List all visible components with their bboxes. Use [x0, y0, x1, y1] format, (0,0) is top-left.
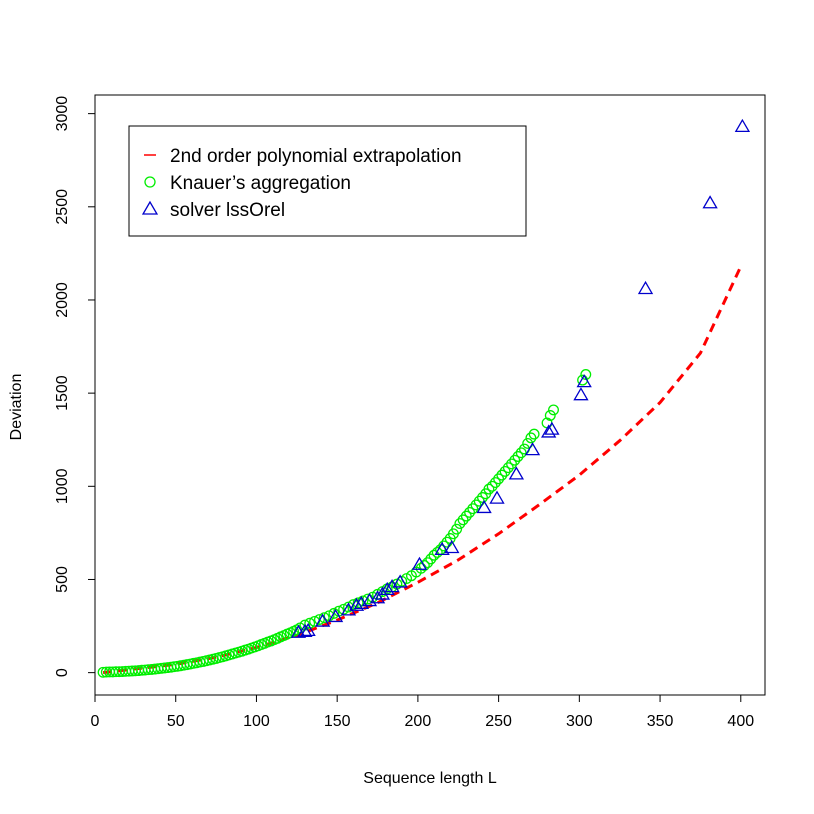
lssorel-point	[300, 622, 316, 637]
knauer-point	[457, 514, 469, 526]
y-tick-label: 1000	[54, 468, 71, 504]
knauer-point	[460, 510, 472, 522]
lssorel-point	[374, 586, 391, 600]
knauer-point	[352, 597, 364, 609]
legend-box	[128, 125, 527, 237]
knauer-point	[328, 607, 340, 619]
knauer-point	[512, 451, 524, 462]
x-tick-label: 400	[727, 713, 754, 730]
knauer-point	[496, 469, 508, 481]
knauer-point	[509, 454, 521, 466]
y-tick-label: 2500	[54, 189, 71, 225]
knauer-point	[467, 503, 479, 515]
lssorel-point	[444, 539, 460, 554]
lssorel-point	[369, 590, 386, 604]
knauer-point	[528, 428, 540, 440]
lssorel-point	[348, 597, 365, 611]
knauer-point	[515, 447, 527, 459]
knauer-point	[425, 553, 437, 565]
lssorel-point	[489, 490, 505, 504]
legend-label: solver lssOrel	[170, 200, 285, 221]
knauer-point	[318, 612, 330, 624]
lssorel-point	[297, 623, 313, 637]
knauer-point	[464, 506, 476, 518]
knauer-point	[493, 473, 505, 485]
lssorel-point	[544, 421, 560, 435]
knauer-point	[431, 547, 443, 558]
knauer-point	[489, 477, 501, 489]
y-tick-label: 3000	[54, 96, 71, 132]
knauer-point	[313, 614, 325, 625]
legend-label: Knauer’s aggregation	[170, 173, 351, 194]
legend-label: 2nd order polynomial extrapolation	[170, 146, 462, 167]
x-tick-label: 300	[566, 713, 593, 730]
lssorel-point	[411, 556, 428, 570]
legend-symbol-circle	[144, 176, 156, 188]
x-tick-label: 150	[324, 713, 351, 730]
x-tick-label: 0	[91, 713, 100, 730]
lssorel-point	[702, 195, 718, 209]
knauer-point	[548, 404, 559, 416]
series-line-polynomial	[102, 265, 743, 675]
x-tick-label: 100	[243, 713, 270, 730]
y-axis-label: Deviation	[8, 374, 25, 441]
knauer-point	[483, 483, 495, 495]
lssorel-point	[340, 602, 357, 616]
x-tick-label: 250	[485, 713, 512, 730]
knauer-point	[428, 549, 440, 561]
lssorel-point	[508, 466, 525, 480]
lssorel-point	[327, 608, 344, 623]
lssorel-point	[541, 424, 557, 438]
x-tick-label: 200	[405, 713, 432, 730]
knauer-point	[525, 432, 537, 444]
lssorel-point	[576, 374, 592, 388]
lssorel-point	[379, 581, 395, 596]
knauer-point	[454, 518, 466, 530]
y-tick-label: 2000	[54, 282, 71, 318]
lssorel-point	[384, 579, 400, 593]
knauer-point	[506, 458, 517, 470]
y-tick-label: 500	[54, 566, 71, 593]
x-tick-label: 350	[647, 713, 674, 730]
lssorel-point	[476, 499, 492, 514]
x-axis: 0 50 100 150 200 250 300 350 400	[91, 694, 754, 730]
knauer-point	[486, 480, 498, 492]
knauer-point	[418, 560, 430, 571]
x-tick-label: 50	[167, 713, 185, 730]
lssorel-point	[734, 118, 751, 133]
knauer-point	[451, 523, 463, 535]
data-marks	[97, 118, 751, 678]
lssorel-point	[434, 541, 450, 555]
knauer-point	[502, 462, 514, 474]
lssorel-point	[314, 613, 331, 627]
lssorel-point	[637, 280, 654, 295]
x-axis-label: Sequence length L	[363, 770, 497, 787]
lssorel-point	[573, 387, 589, 401]
knauer-point	[338, 603, 350, 615]
lssorel-point	[524, 442, 541, 456]
y-tick-label: 1500	[54, 375, 71, 411]
y-axis: 0 500 1000 1500 2000 2500 3000	[54, 96, 96, 677]
legend: 2nd order polynomial extrapolation Knauer…	[128, 125, 527, 237]
y-tick-label: 0	[54, 668, 71, 677]
lssorel-point	[392, 574, 408, 588]
knauer-point	[544, 410, 556, 421]
knauer-point	[499, 465, 511, 477]
knauer-point	[477, 492, 488, 503]
legend-symbol-triangle	[141, 200, 159, 215]
knauer-point	[470, 499, 482, 511]
